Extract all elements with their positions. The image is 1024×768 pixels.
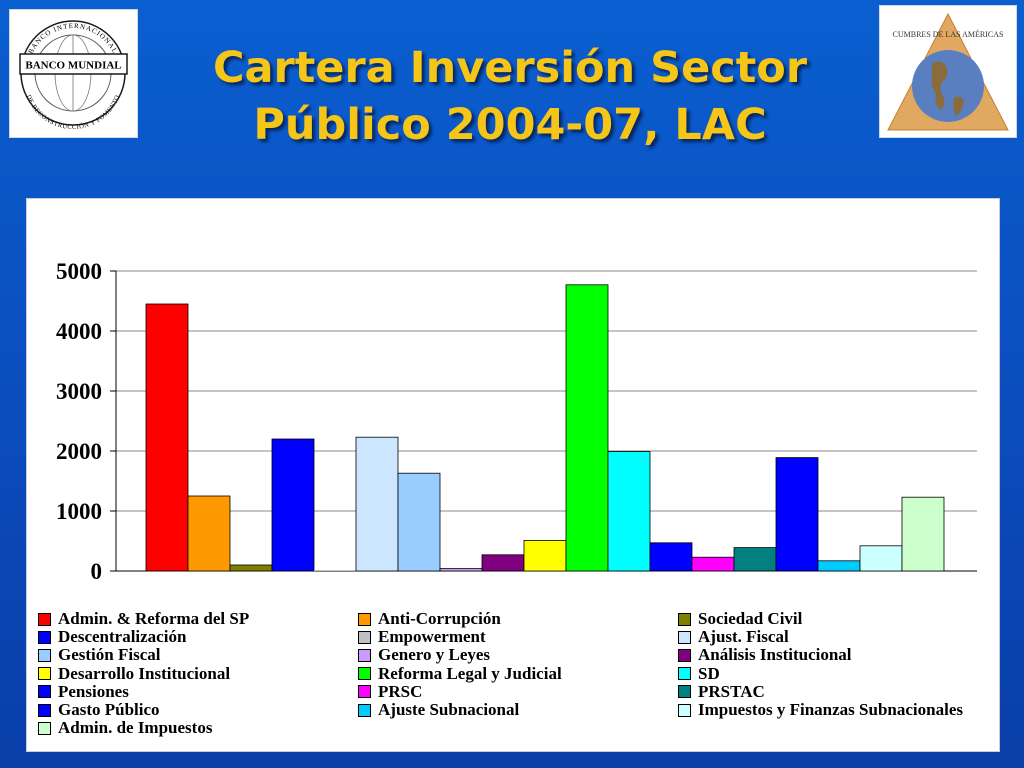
legend-label: Gasto Público	[58, 700, 160, 719]
legend-swatch	[38, 685, 51, 699]
legend-swatch	[358, 612, 371, 626]
legend-label: Desarrollo Institucional	[58, 663, 231, 683]
legend-item: Impuestos y Finanzas Subnacionales	[678, 700, 963, 719]
bar-5	[314, 570, 356, 571]
legend-item: Reforma Legal y Judicial	[358, 663, 562, 683]
legend-swatch	[358, 667, 371, 681]
legend-label: PRSTAC	[698, 681, 765, 701]
legend-item: PRSTAC	[678, 681, 765, 701]
legend-swatch	[678, 612, 691, 626]
legend-swatch	[38, 721, 51, 735]
legend-label: Análisis Institucional	[698, 645, 852, 665]
bar-14	[691, 556, 735, 572]
legend-swatch	[358, 648, 371, 662]
legend-label: Reforma Legal y Judicial	[378, 663, 562, 683]
bar-6	[355, 436, 399, 572]
legend-label: PRSC	[378, 681, 423, 701]
title-line-1: Cartera Inversión Sector	[212, 43, 808, 93]
legend-item: Anti-Corrupción	[358, 609, 501, 628]
legend-label: Ajuste Subnacional	[378, 700, 520, 719]
bar-13	[649, 542, 693, 572]
bar-chart: 0 1000 2000 3000 4000 5000	[56, 259, 977, 584]
legend-swatch	[38, 612, 51, 626]
legend-swatch	[358, 630, 371, 644]
y-tick-label: 5000	[56, 259, 102, 284]
bar-2	[187, 495, 231, 572]
y-tick-label: 0	[91, 559, 103, 584]
legend-item: Gestión Fiscal	[38, 645, 161, 665]
banco-mundial-emblem: BANCO MUNDIAL BANCO INTERNACIONAL DE REC…	[19, 20, 128, 131]
bar-1	[145, 303, 189, 572]
legend-swatch	[678, 630, 691, 644]
legend-swatch	[38, 703, 51, 717]
legend-label: SD	[698, 663, 720, 683]
bar-16	[775, 457, 819, 572]
cumbres-logo-text: CUMBRES DE LAS AMÉRICAS	[893, 29, 1004, 39]
legend-swatch	[358, 685, 371, 699]
legend-item: Admin. & Reforma del SP	[38, 609, 250, 628]
legend-label: Descentralización	[58, 627, 187, 647]
y-tick-label: 4000	[56, 319, 102, 344]
legend-label: Genero y Leyes	[378, 645, 491, 665]
legend-item: Sociedad Civil	[678, 609, 803, 628]
legend-label: Gestión Fiscal	[58, 645, 161, 665]
legend-swatch	[678, 648, 691, 662]
legend-label: Pensiones	[58, 681, 129, 701]
legend-item: Ajust. Fiscal	[678, 627, 789, 647]
legend-swatch	[678, 667, 691, 681]
legend-label: Ajust. Fiscal	[698, 627, 789, 647]
bar-11	[565, 284, 609, 572]
y-tick-label: 2000	[56, 439, 102, 464]
page-title: Cartera Inversión Sector Público 2004-07…	[140, 40, 880, 154]
legend-item: Pensiones	[38, 681, 129, 701]
bar-4	[271, 438, 315, 572]
legend-item: Análisis Institucional	[678, 645, 852, 665]
legend-item: Ajuste Subnacional	[358, 700, 520, 719]
bar-15	[733, 547, 777, 572]
bar-7	[397, 472, 441, 572]
bar-18	[859, 545, 903, 572]
legend-item: SD	[678, 663, 720, 683]
legend-item: Genero y Leyes	[358, 645, 491, 665]
cumbres-americas-logo: CUMBRES DE LAS AMÉRICAS	[879, 5, 1017, 138]
bar-17	[817, 560, 861, 572]
legend-swatch	[678, 685, 691, 699]
legend-item: Admin. de Impuestos	[38, 718, 213, 738]
bar-8	[439, 568, 483, 572]
chart-panel: 0 1000 2000 3000 4000 5000	[26, 198, 1000, 752]
legend-label: Admin. & Reforma del SP	[58, 609, 250, 628]
y-tick-label: 3000	[56, 379, 102, 404]
bar-9	[481, 554, 525, 572]
legend-item: PRSC	[358, 681, 423, 701]
bar-19	[901, 496, 945, 572]
legend-label: Empowerment	[378, 627, 486, 647]
legend-item: Empowerment	[358, 627, 486, 647]
cumbres-americas-emblem: CUMBRES DE LAS AMÉRICAS	[887, 12, 1009, 131]
legend-swatch	[38, 667, 51, 681]
banco-mundial-logo: BANCO MUNDIAL BANCO INTERNACIONAL DE REC…	[9, 9, 138, 138]
y-tick-label: 1000	[56, 499, 102, 524]
banco-mundial-logo-text: BANCO MUNDIAL	[25, 60, 121, 72]
bar-12	[607, 451, 651, 572]
legend-label: Impuestos y Finanzas Subnacionales	[698, 700, 963, 719]
legend-label: Sociedad Civil	[698, 609, 803, 628]
legend-swatch	[38, 648, 51, 662]
legend-swatch	[38, 630, 51, 644]
legend-label: Anti-Corrupción	[378, 609, 501, 628]
bar-3	[229, 564, 273, 572]
legend-item: Desarrollo Institucional	[38, 663, 231, 683]
chart-legend: Admin. & Reforma del SP Anti-Corrupción So…	[38, 609, 998, 740]
legend-swatch	[358, 703, 371, 717]
title-line-2: Público 2004-07, LAC	[253, 100, 767, 150]
legend-swatch	[678, 703, 691, 717]
legend-label: Admin. de Impuestos	[58, 718, 213, 738]
bar-10	[523, 539, 567, 572]
legend-item: Descentralización	[38, 627, 187, 647]
legend-item: Gasto Público	[38, 700, 160, 719]
